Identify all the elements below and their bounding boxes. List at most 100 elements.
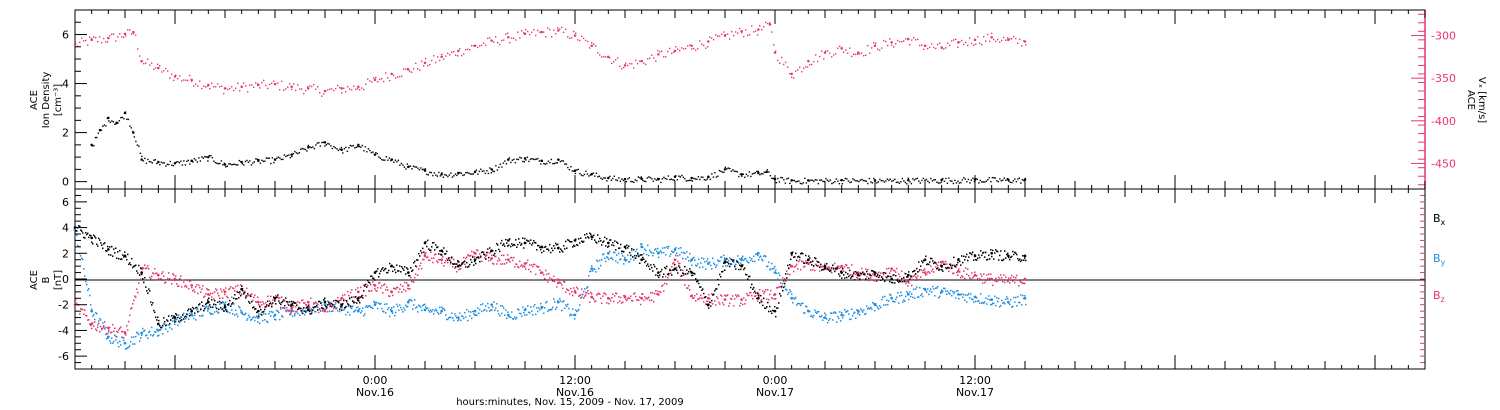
- by-sample: [998, 297, 1000, 300]
- bz-sample: [390, 290, 392, 293]
- bz-sample: [827, 266, 829, 269]
- by-sample: [570, 313, 572, 316]
- density-sample: [799, 182, 802, 185]
- by-sample: [864, 313, 866, 316]
- vx-sample: [901, 40, 903, 43]
- density-sample: [835, 178, 838, 180]
- velocity-tick-label: -400: [1431, 115, 1456, 128]
- vx-sample: [251, 84, 253, 86]
- bx-sample: [153, 309, 155, 312]
- density-sample: [727, 167, 730, 169]
- bx-sample: [945, 267, 947, 269]
- bx-sample: [884, 280, 886, 283]
- bz-sample: [452, 266, 454, 268]
- bz-sample: [295, 306, 297, 308]
- bx-sample: [416, 259, 418, 261]
- bz-sample: [997, 279, 999, 282]
- bx-sample: [962, 261, 964, 264]
- bz-sample: [590, 291, 592, 294]
- bx-sample: [323, 299, 325, 301]
- bz-sample: [926, 273, 928, 275]
- bx-sample: [754, 290, 756, 293]
- by-sample: [799, 303, 801, 305]
- density-sample: [333, 145, 335, 148]
- bz-sample: [93, 325, 95, 328]
- density-sample: [252, 162, 254, 164]
- bx-sample: [550, 251, 552, 254]
- by-sample: [493, 301, 495, 303]
- density-sample: [378, 156, 380, 158]
- density-sample: [928, 181, 931, 184]
- bz-sample: [657, 290, 659, 293]
- density-sample: [370, 151, 373, 154]
- bx-sample: [139, 274, 141, 276]
- bz-sample: [326, 307, 328, 310]
- density-sample: [345, 146, 347, 149]
- bx-sample: [523, 247, 525, 249]
- by-sample: [608, 258, 610, 261]
- bz-sample: [220, 288, 222, 290]
- velocity-tick-label: -300: [1431, 30, 1456, 43]
- density-sample: [969, 182, 971, 184]
- density-sample: [792, 179, 794, 181]
- by-sample: [651, 252, 653, 254]
- vx-sample: [575, 32, 577, 34]
- density-sample: [850, 181, 853, 183]
- bx-sample: [931, 257, 933, 260]
- by-sample: [147, 337, 149, 339]
- bz-sample: [449, 257, 451, 259]
- bz-sample: [733, 305, 735, 307]
- bz-sample: [752, 297, 754, 300]
- vx-sample: [853, 53, 855, 56]
- bz-sample: [785, 280, 787, 282]
- density-sample: [916, 177, 919, 180]
- bz-sample: [358, 296, 360, 298]
- by-sample: [488, 306, 490, 309]
- bx-sample: [999, 254, 1001, 257]
- bx-point: [656, 271, 660, 274]
- vx-sample: [205, 86, 207, 88]
- bz-sample: [1020, 281, 1022, 283]
- bz-sample: [915, 276, 917, 278]
- by-point: [256, 316, 260, 319]
- bz-sample: [628, 297, 630, 299]
- bx-sample: [834, 270, 836, 273]
- by-sample: [974, 296, 976, 298]
- by-sample: [160, 329, 162, 331]
- bx-sample: [862, 271, 864, 273]
- vx-sample: [813, 60, 815, 63]
- bz-sample: [353, 296, 355, 298]
- bz-sample: [834, 262, 836, 265]
- bx-sample: [774, 305, 776, 308]
- bz-sample: [265, 301, 267, 304]
- by-sample: [776, 272, 778, 275]
- bz-sample: [878, 271, 880, 274]
- bz-sample: [695, 300, 697, 302]
- bx-sample: [738, 268, 740, 271]
- bz-sample: [529, 264, 531, 266]
- bz-sample: [616, 292, 618, 295]
- bz-sample: [186, 286, 188, 288]
- bz-sample: [1000, 274, 1002, 276]
- bx-sample: [192, 306, 194, 309]
- density-sample: [463, 174, 466, 176]
- by-sample: [282, 316, 284, 318]
- bottom-panel-frame: [74, 188, 1426, 370]
- bz-sample: [964, 277, 966, 280]
- density-sample: [729, 167, 731, 170]
- density-sample: [99, 129, 101, 132]
- bx-sample: [349, 297, 351, 300]
- bz-sample: [705, 303, 707, 305]
- bz-sample: [546, 273, 548, 276]
- by-sample: [104, 328, 106, 330]
- density-sample: [762, 173, 764, 175]
- bz-sample: [493, 263, 495, 265]
- by-sample: [791, 293, 793, 296]
- bx-sample: [202, 305, 204, 307]
- bz-sample: [217, 292, 219, 295]
- bz-sample: [768, 298, 770, 301]
- by-sample: [440, 312, 442, 314]
- by-sample: [415, 307, 417, 309]
- density-sample: [960, 181, 962, 184]
- by-sample: [633, 259, 635, 261]
